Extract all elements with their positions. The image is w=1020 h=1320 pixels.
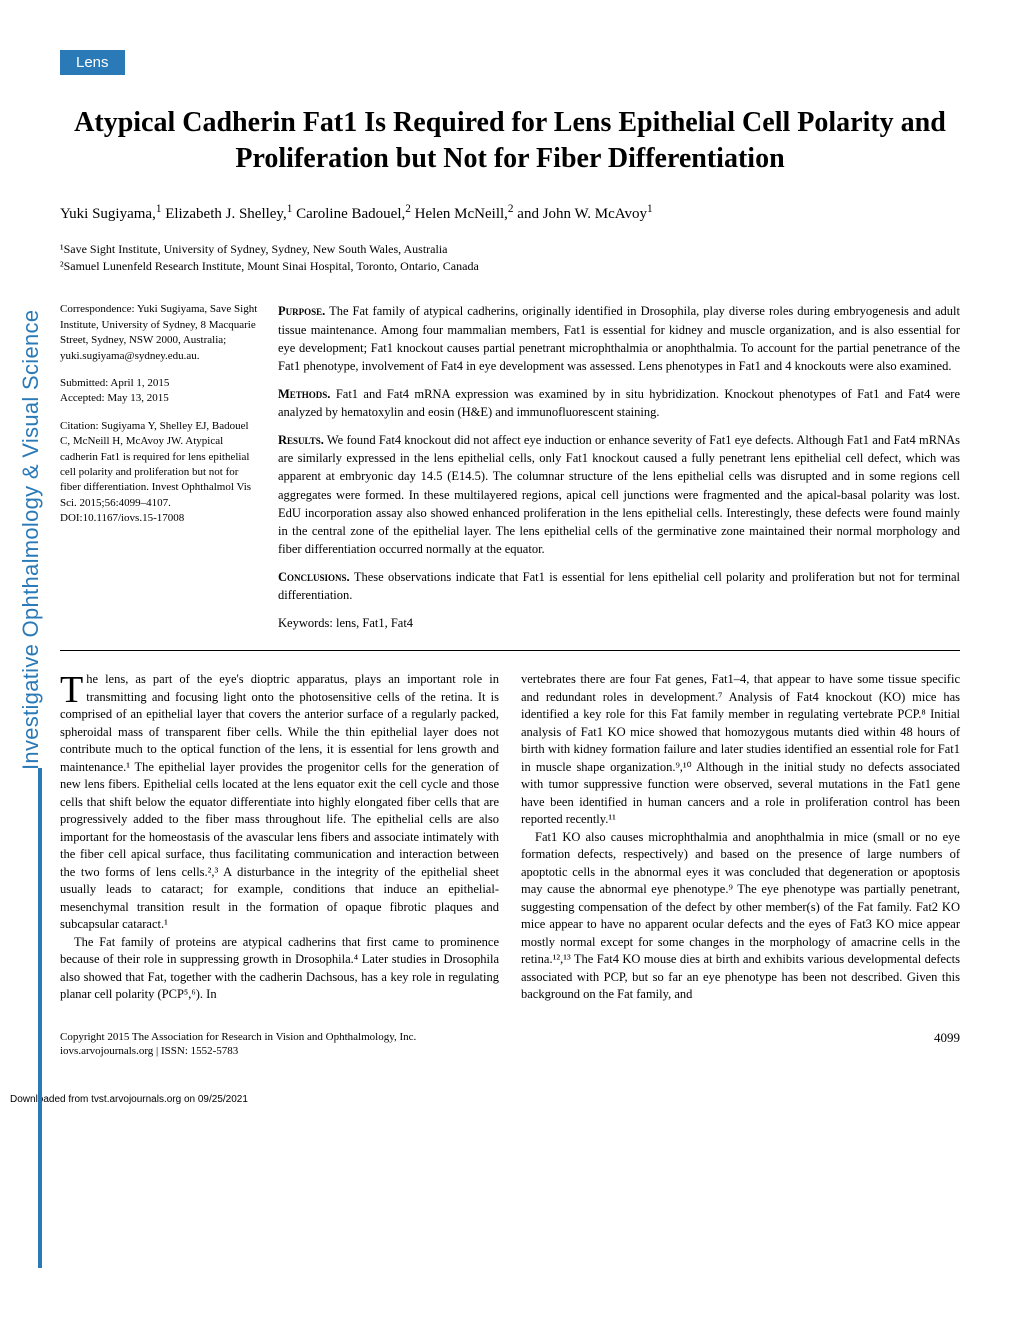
results-text: We found Fat4 knockout did not affect ey… xyxy=(278,433,960,556)
footer-left: Copyright 2015 The Association for Resea… xyxy=(60,1030,416,1059)
body-para-2: The Fat family of proteins are atypical … xyxy=(60,934,499,1004)
page-content: Lens Atypical Cadherin Fat1 Is Required … xyxy=(0,0,1020,1088)
purpose-text: The Fat family of atypical cadherins, or… xyxy=(278,304,960,372)
section-tag: Lens xyxy=(60,50,125,75)
dates-block: Submitted: April 1, 2015 Accepted: May 1… xyxy=(60,376,260,407)
body-column-left: The lens, as part of the eye's dioptric … xyxy=(60,671,499,1004)
page-footer: Copyright 2015 The Association for Resea… xyxy=(60,1030,960,1059)
purpose-label: Purpose. xyxy=(278,304,325,318)
abstract-purpose: Purpose. The Fat family of atypical cadh… xyxy=(278,302,960,375)
body-para-1: The lens, as part of the eye's dioptric … xyxy=(60,671,499,934)
body-columns: The lens, as part of the eye's dioptric … xyxy=(60,671,960,1004)
conclusions-label: Conclusions. xyxy=(278,570,350,584)
body-para-3: vertebrates there are four Fat genes, Fa… xyxy=(521,671,960,829)
methods-text: Fat1 and Fat4 mRNA expression was examin… xyxy=(278,387,960,419)
accepted-date: Accepted: May 13, 2015 xyxy=(60,391,260,406)
affiliations: ¹Save Sight Institute, University of Syd… xyxy=(60,241,960,275)
affiliation-1: ¹Save Sight Institute, University of Syd… xyxy=(60,241,960,258)
article-title: Atypical Cadherin Fat1 Is Required for L… xyxy=(60,105,960,178)
keywords: Keywords: lens, Fat1, Fat4 xyxy=(278,614,960,632)
methods-label: Methods. xyxy=(278,387,330,401)
correspondence-column: Correspondence: Yuki Sugiyama, Save Sigh… xyxy=(60,302,260,632)
abstract-column: Purpose. The Fat family of atypical cadh… xyxy=(278,302,960,632)
affiliation-2: ²Samuel Lunenfeld Research Institute, Mo… xyxy=(60,258,960,275)
submitted-date: Submitted: April 1, 2015 xyxy=(60,376,260,391)
dropcap: T xyxy=(60,671,86,705)
body-para-4: Fat1 KO also causes microphthalmia and a… xyxy=(521,829,960,1004)
footer-link: iovs.arvojournals.org | ISSN: 1552-5783 xyxy=(60,1044,416,1058)
body-column-right: vertebrates there are four Fat genes, Fa… xyxy=(521,671,960,1004)
abstract-conclusions: Conclusions. These observations indicate… xyxy=(278,568,960,604)
body-para-1-text: he lens, as part of the eye's dioptric a… xyxy=(60,672,499,931)
authors-line: Yuki Sugiyama,1 Elizabeth J. Shelley,1 C… xyxy=(60,203,960,223)
copyright-text: Copyright 2015 The Association for Resea… xyxy=(60,1030,416,1044)
conclusions-text: These observations indicate that Fat1 is… xyxy=(278,570,960,602)
citation-block: Citation: Sugiyama Y, Shelley EJ, Badoue… xyxy=(60,419,260,527)
abstract-methods: Methods. Fat1 and Fat4 mRNA expression w… xyxy=(278,385,960,421)
page-number: 4099 xyxy=(934,1030,960,1059)
correspondence-block: Correspondence: Yuki Sugiyama, Save Sigh… xyxy=(60,302,260,364)
divider xyxy=(60,650,960,651)
download-note: Downloaded from tvst.arvojournals.org on… xyxy=(0,1088,1020,1111)
abstract-results: Results. We found Fat4 knockout did not … xyxy=(278,431,960,558)
abstract-row: Correspondence: Yuki Sugiyama, Save Sigh… xyxy=(60,302,960,632)
results-label: Results. xyxy=(278,433,324,447)
